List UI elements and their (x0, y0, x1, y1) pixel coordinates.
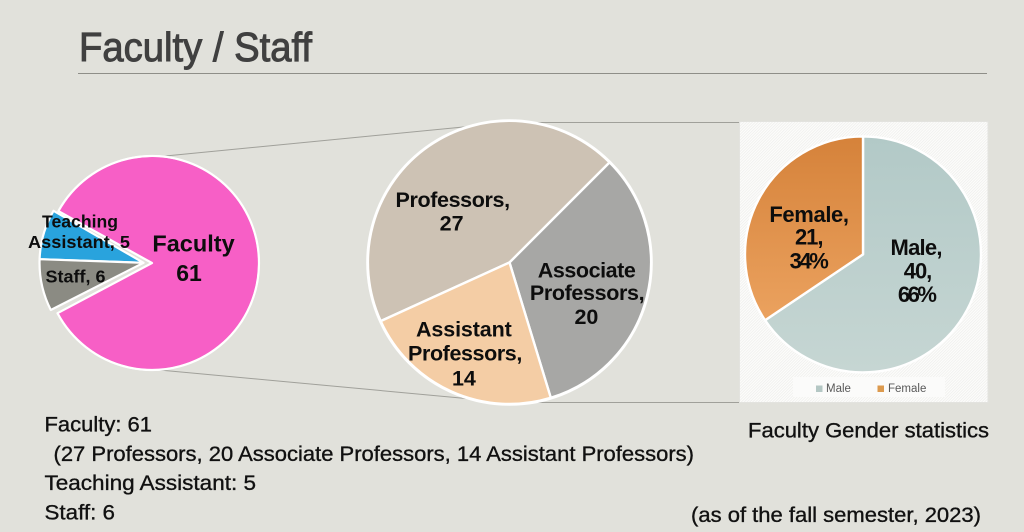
svg-text:(27 Professors, 20 Associate P: (27 Professors, 20 Associate Professors,… (54, 442, 695, 466)
svg-text:34%: 34% (790, 248, 829, 273)
svg-text:27: 27 (440, 212, 464, 236)
svg-text:Male: Male (826, 383, 851, 395)
svg-text:(as of the fall semester, 2023: (as of the fall semester, 2023) (691, 503, 981, 527)
svg-text:Teaching: Teaching (42, 212, 118, 232)
svg-text:Associate: Associate (538, 258, 636, 282)
svg-text:21,: 21, (795, 225, 824, 250)
svg-text:Assistant, 5: Assistant, 5 (28, 232, 130, 252)
svg-text:Female: Female (888, 383, 926, 395)
svg-text:Professors,: Professors, (396, 188, 511, 212)
svg-text:Faculty Gender statistics: Faculty Gender statistics (748, 420, 989, 443)
svg-text:Professors,: Professors, (408, 342, 522, 366)
svg-text:Staff: 6: Staff: 6 (45, 500, 116, 524)
svg-text:Teaching Assistant: 5: Teaching Assistant: 5 (45, 471, 257, 495)
svg-text:Faculty / Staff: Faculty / Staff (79, 24, 313, 70)
svg-text:Male,: Male, (891, 235, 943, 260)
svg-text:Faculty: 61: Faculty: 61 (45, 413, 153, 437)
svg-text:Staff, 6: Staff, 6 (46, 267, 106, 287)
svg-text:20: 20 (574, 305, 598, 329)
svg-text:66%: 66% (898, 282, 937, 307)
svg-text:14: 14 (452, 367, 476, 391)
svg-text:Assistant: Assistant (416, 317, 512, 341)
svg-text:61: 61 (176, 260, 202, 286)
svg-text:Professors,: Professors, (530, 281, 645, 305)
svg-text:40,: 40, (904, 259, 933, 284)
svg-text:Faculty: Faculty (152, 230, 234, 256)
svg-text:Female,: Female, (769, 202, 849, 227)
